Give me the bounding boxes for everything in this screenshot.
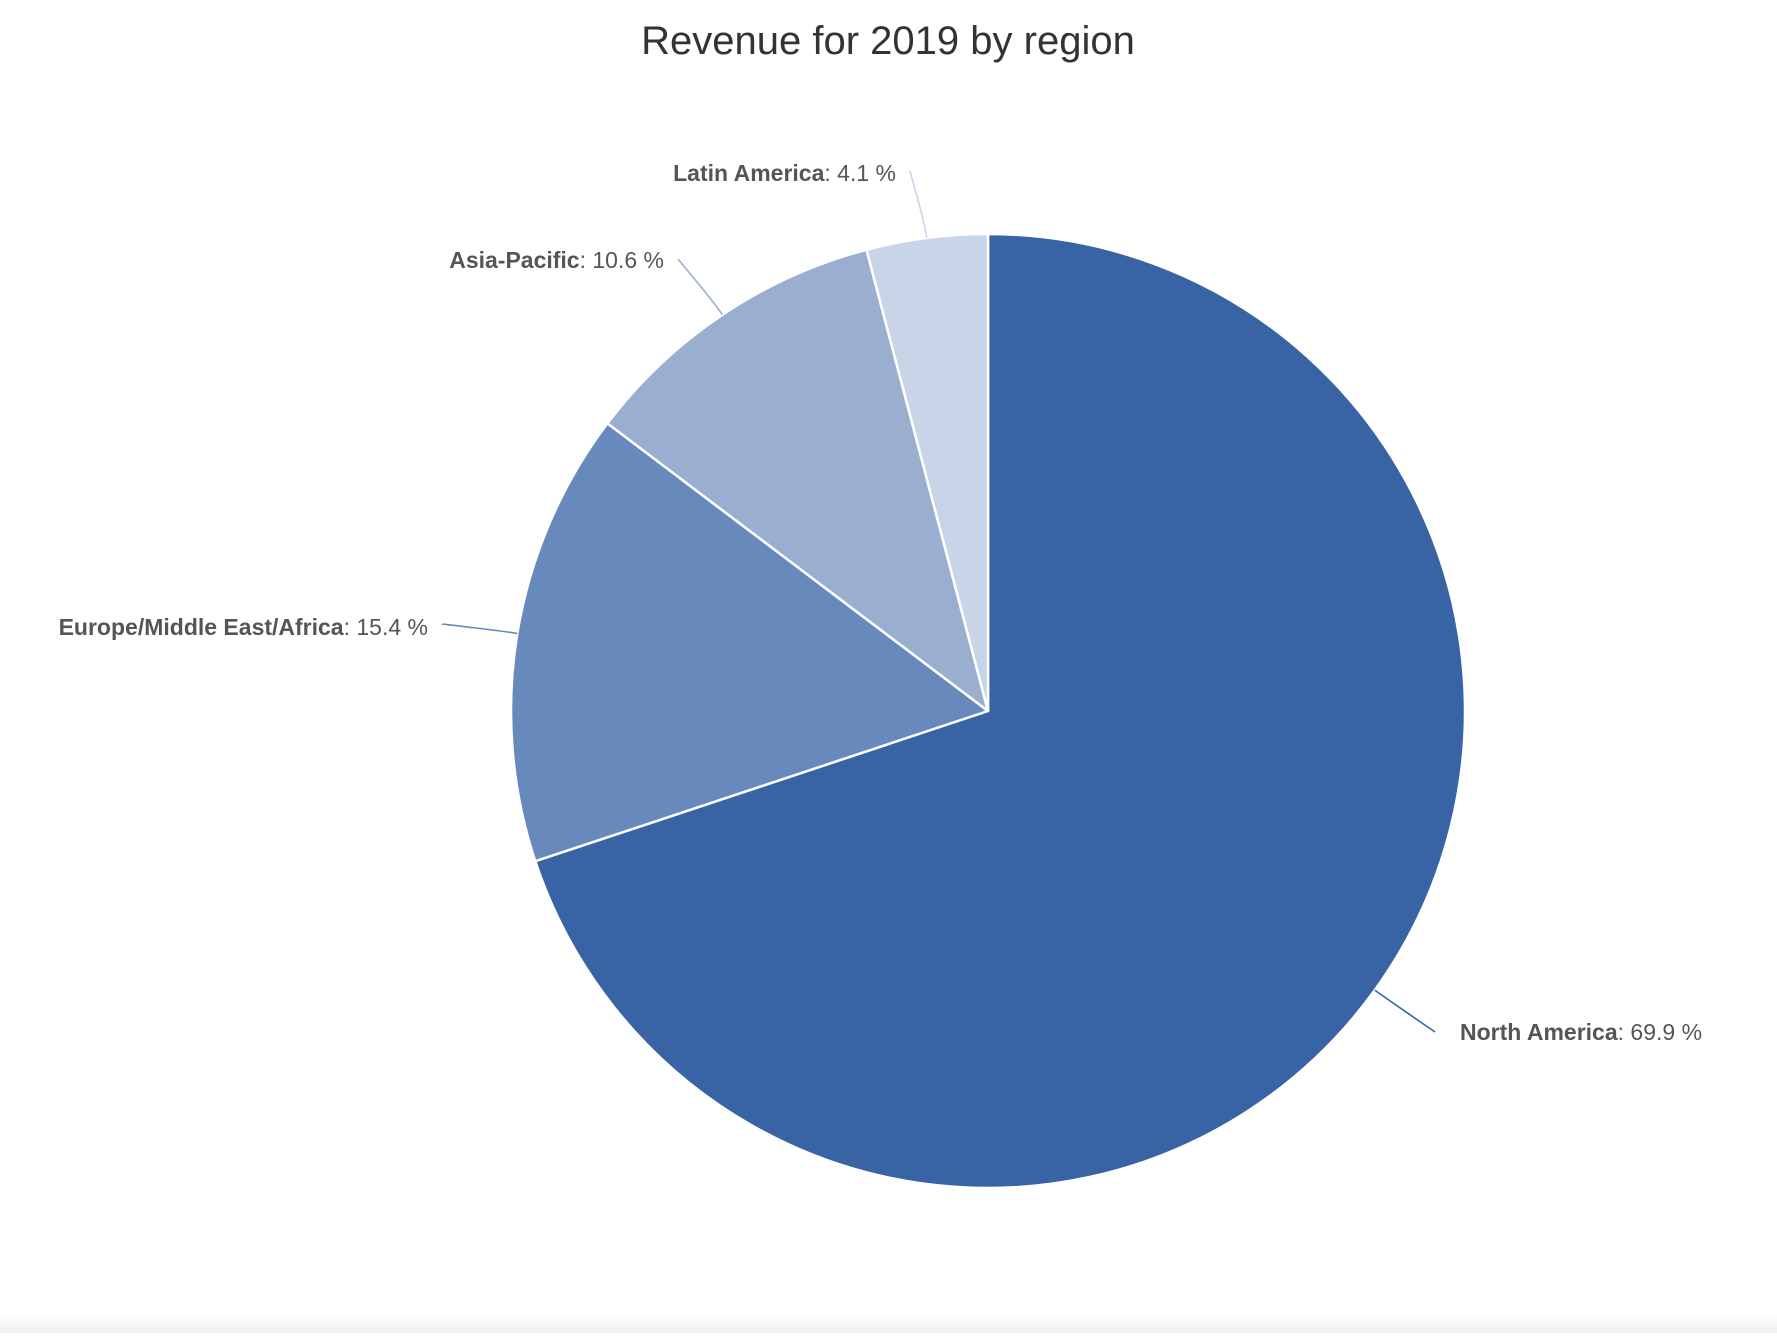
connector-line — [677, 258, 724, 316]
bottom-strip — [0, 1313, 1777, 1333]
slice-label-category: Asia-Pacific — [449, 247, 580, 273]
pie-slice-north-america[interactable] — [534, 232, 1467, 1190]
slice-label-category: North America — [1460, 1019, 1618, 1045]
slice-label: Europe/Middle East/Africa: 15.4 % — [59, 614, 428, 640]
connector-line — [1374, 989, 1436, 1033]
slice-label-value: : 10.6 % — [580, 247, 664, 273]
chart-title: Revenue for 2019 by region — [641, 19, 1135, 63]
slice-label: Latin America: 4.1 % — [673, 160, 896, 186]
slices-layer — [509, 232, 1467, 1190]
labels-layer: North America: 69.9 % Europe/Middle East/… — [59, 160, 1702, 1045]
slice-label-value: : 69.9 % — [1618, 1019, 1702, 1045]
slice-label-category: Latin America — [673, 160, 824, 186]
pie-slice-latin-america[interactable] — [865, 232, 990, 713]
connector-line — [909, 170, 928, 239]
connector-line — [441, 623, 518, 635]
connectors-layer — [441, 170, 1436, 1033]
slice-label-value: : 4.1 % — [824, 160, 896, 186]
slice-label: North America: 69.9 % — [1460, 1019, 1702, 1045]
slice-label-category: Europe/Middle East/Africa — [59, 614, 344, 640]
slice-label: Asia-Pacific: 10.6 % — [449, 247, 664, 273]
slice-label-value: : 15.4 % — [344, 614, 428, 640]
